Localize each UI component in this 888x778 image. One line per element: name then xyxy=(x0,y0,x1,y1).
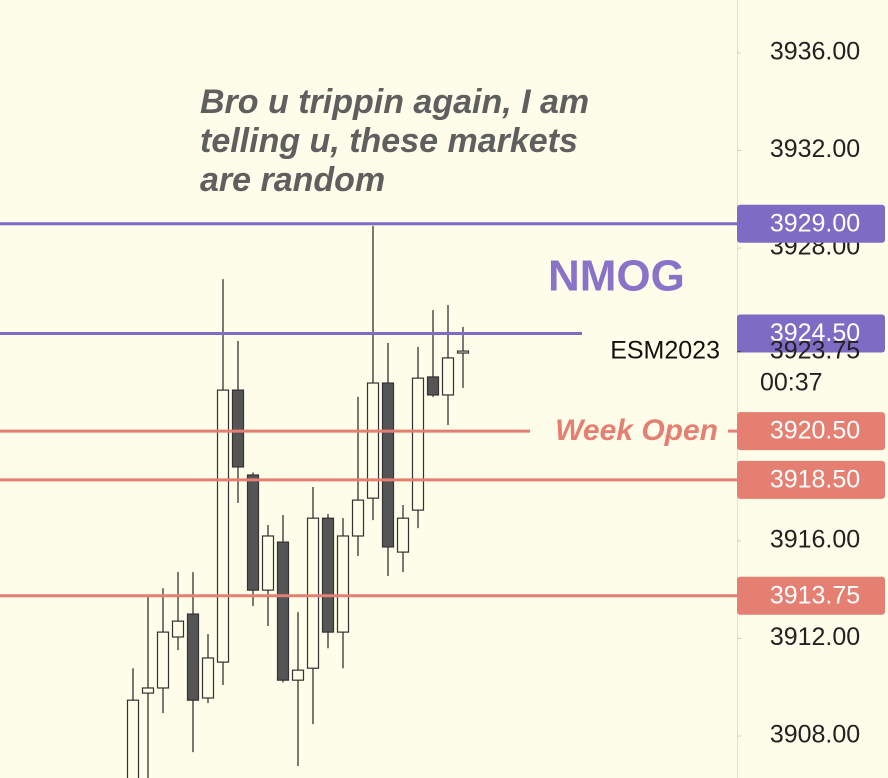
y-tick-label: 3936.00 xyxy=(770,38,860,66)
annotation: are random xyxy=(200,161,385,199)
candle-body xyxy=(276,541,290,681)
candle-body xyxy=(381,382,395,548)
level-label-box xyxy=(737,204,885,243)
candle-body xyxy=(156,631,170,689)
candle-body xyxy=(141,687,155,694)
symbol-label: ESM2023 xyxy=(610,336,720,364)
candle-body xyxy=(426,376,440,396)
candle-body xyxy=(126,699,140,778)
level-label: 3918.50 xyxy=(770,465,860,493)
candle-body xyxy=(246,474,260,591)
candle-body xyxy=(306,517,320,669)
level-label-box xyxy=(737,314,885,353)
annotation: Bro u trippin again, I am xyxy=(200,83,589,121)
candle-body xyxy=(261,535,275,591)
level-label-box xyxy=(737,576,885,615)
candle-body xyxy=(441,357,455,396)
countdown-label: 00:37 xyxy=(760,368,823,396)
candle-body xyxy=(336,535,350,633)
candle-body xyxy=(366,382,380,499)
level-name: Week Open xyxy=(555,414,718,447)
chart-title: NMOG xyxy=(548,252,685,301)
last-price-label: 3923.75 xyxy=(770,336,860,364)
candles xyxy=(126,225,470,778)
candle-body xyxy=(231,389,245,468)
level-label: 3924.50 xyxy=(770,319,860,347)
level-label: 3913.75 xyxy=(770,581,860,609)
candle-body xyxy=(321,517,335,633)
level-label-box xyxy=(737,460,885,499)
level-label-box xyxy=(737,412,885,451)
y-tick-label: 3908.00 xyxy=(770,721,860,749)
y-tick-label: 3916.00 xyxy=(770,525,860,553)
y-tick-label: 3912.00 xyxy=(770,623,860,651)
candle-body xyxy=(456,350,470,354)
annotation: telling u, these markets xyxy=(200,122,578,160)
candle-body xyxy=(216,389,230,663)
candle-body xyxy=(291,669,305,681)
candle-body xyxy=(171,620,185,638)
candle-body xyxy=(186,613,200,701)
y-tick-label: 3932.00 xyxy=(770,135,860,163)
candle-body xyxy=(396,517,410,553)
candle-body xyxy=(201,657,215,699)
candle-body xyxy=(411,377,425,511)
level-label: 3920.50 xyxy=(770,417,860,445)
level-label: 3929.00 xyxy=(770,209,860,237)
candle-body xyxy=(351,499,365,537)
